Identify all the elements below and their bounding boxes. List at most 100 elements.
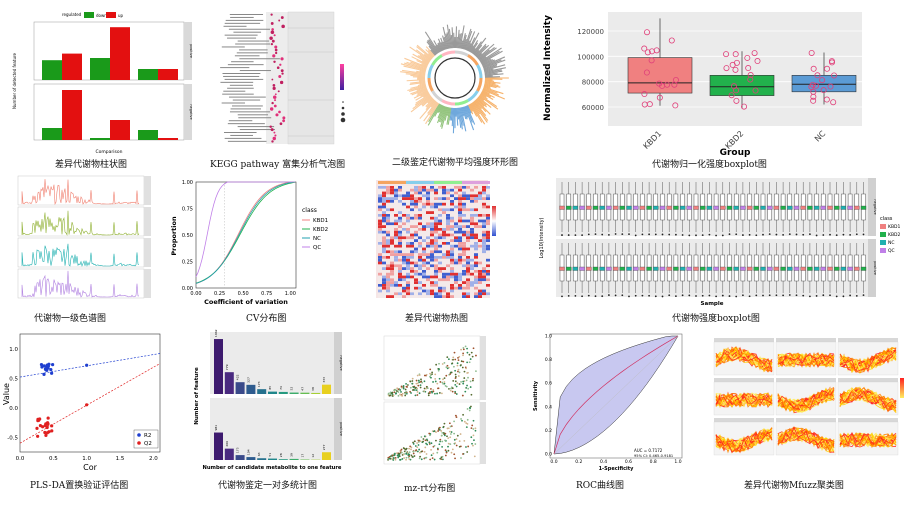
heatmap-cell — [478, 191, 482, 195]
sample-point — [824, 65, 831, 72]
heatmap-cell — [386, 253, 390, 256]
heatmap-cell — [418, 247, 422, 251]
feature-point — [451, 387, 454, 390]
caption-13: 差异代谢物Mfuzz聚类图 — [744, 481, 844, 491]
heatmap-cells — [376, 180, 496, 298]
feature-point — [454, 375, 457, 378]
outlier — [661, 295, 664, 298]
heatmap-cell — [410, 250, 414, 254]
heatmap-cell — [422, 200, 426, 203]
x-tick-label: 0.50 — [238, 291, 249, 297]
heatmap-cell — [422, 194, 426, 198]
x-tick-label: 1.0 — [674, 459, 681, 465]
heatmap-cell — [478, 284, 482, 287]
feature-point — [423, 387, 426, 390]
caption-9: PLS-DA置换验证评估图 — [30, 481, 129, 491]
feature-point — [438, 426, 441, 429]
heatmap-cell — [398, 225, 402, 228]
heatmap-cell — [382, 247, 386, 251]
heatmap-cell — [454, 211, 458, 214]
feature-point — [405, 390, 408, 393]
heatmap-cell — [450, 186, 454, 189]
feature-point — [465, 386, 468, 389]
heatmap-cell — [426, 261, 430, 265]
heatmap-cell — [450, 250, 454, 254]
heatmap-cell — [402, 261, 406, 265]
heatmap-cell — [394, 258, 398, 262]
cluster-line — [777, 353, 835, 365]
heatmap-cell — [462, 289, 466, 293]
circular-bar — [474, 100, 483, 110]
feature-point — [396, 387, 399, 390]
feature-point — [467, 371, 469, 374]
feature-point — [438, 392, 441, 394]
heatmap-cell — [482, 264, 486, 268]
annotation-cell — [406, 181, 410, 184]
median-marker — [633, 266, 639, 271]
heatmap-cell — [394, 242, 398, 245]
heatmap-cell — [458, 225, 462, 228]
heatmap-cell — [422, 230, 426, 234]
facet-bottom-label: negative — [189, 104, 193, 119]
feature-point — [448, 430, 451, 433]
heatmap-cell — [474, 250, 478, 254]
heatmap-cell — [394, 228, 398, 231]
annotation-cell — [394, 181, 398, 184]
heatmap-cell — [470, 261, 474, 265]
feature-point — [457, 375, 460, 377]
heatmap-cell — [438, 247, 442, 251]
heatmap-cell — [418, 219, 422, 223]
heatmap-cell — [398, 284, 402, 287]
feature-point — [391, 392, 393, 395]
heatmap-cell — [422, 214, 426, 217]
median-marker — [659, 205, 666, 210]
bar-bottom-label: 28 — [279, 453, 283, 457]
heatmap-cell — [434, 253, 438, 256]
feature-point — [424, 439, 427, 442]
feature-point — [405, 447, 408, 450]
panel-cv: 0.00 0.00 0.25 0.25 0.50 0.50 0.75 0.75 1.00 1.00… — [168, 178, 340, 306]
circular-bar — [465, 40, 471, 51]
heatmap-cell — [438, 214, 442, 217]
circular-bar — [445, 33, 450, 49]
median-marker — [673, 205, 679, 210]
circular-bar — [428, 103, 440, 123]
feature-point — [472, 444, 474, 447]
heatmap-cell — [406, 219, 410, 223]
feature-point — [453, 365, 455, 368]
cluster-line — [777, 352, 835, 368]
outlier — [594, 233, 597, 236]
outlier — [567, 294, 570, 297]
heatmap-cell — [410, 272, 414, 276]
sample-point — [644, 49, 651, 56]
legend-up-label: up — [118, 13, 124, 18]
cluster-line — [777, 394, 835, 413]
heatmap-cell — [402, 275, 406, 279]
heatmap-cell — [458, 258, 462, 262]
median-marker — [820, 205, 826, 210]
heatmap-cell — [426, 214, 430, 217]
circular-bar — [415, 92, 430, 101]
heatmap-cell — [386, 216, 390, 220]
feature-point — [443, 381, 446, 383]
heatmap-cell — [450, 225, 454, 228]
sample-point — [729, 61, 736, 68]
cluster-line — [777, 429, 835, 451]
circular-bar — [469, 45, 474, 53]
heatmap-cell — [406, 267, 410, 270]
heatmap-cell — [446, 194, 450, 198]
y-tick-label: 0.4 — [545, 404, 552, 410]
heatmap-cell — [466, 194, 470, 198]
heatmap-cell — [454, 236, 458, 240]
x-tick-label: 0.0 — [16, 456, 25, 462]
feature-point — [441, 445, 444, 448]
heatmap-cell — [406, 228, 410, 231]
heatmap-cell — [486, 239, 490, 242]
heatmap-cell — [446, 216, 450, 220]
heatmap-cell — [414, 292, 418, 296]
y-tick-label: 0.25 — [182, 260, 193, 266]
feature-point — [474, 427, 477, 430]
heatmap-cell — [466, 200, 470, 203]
heatmap-cell — [438, 250, 442, 254]
